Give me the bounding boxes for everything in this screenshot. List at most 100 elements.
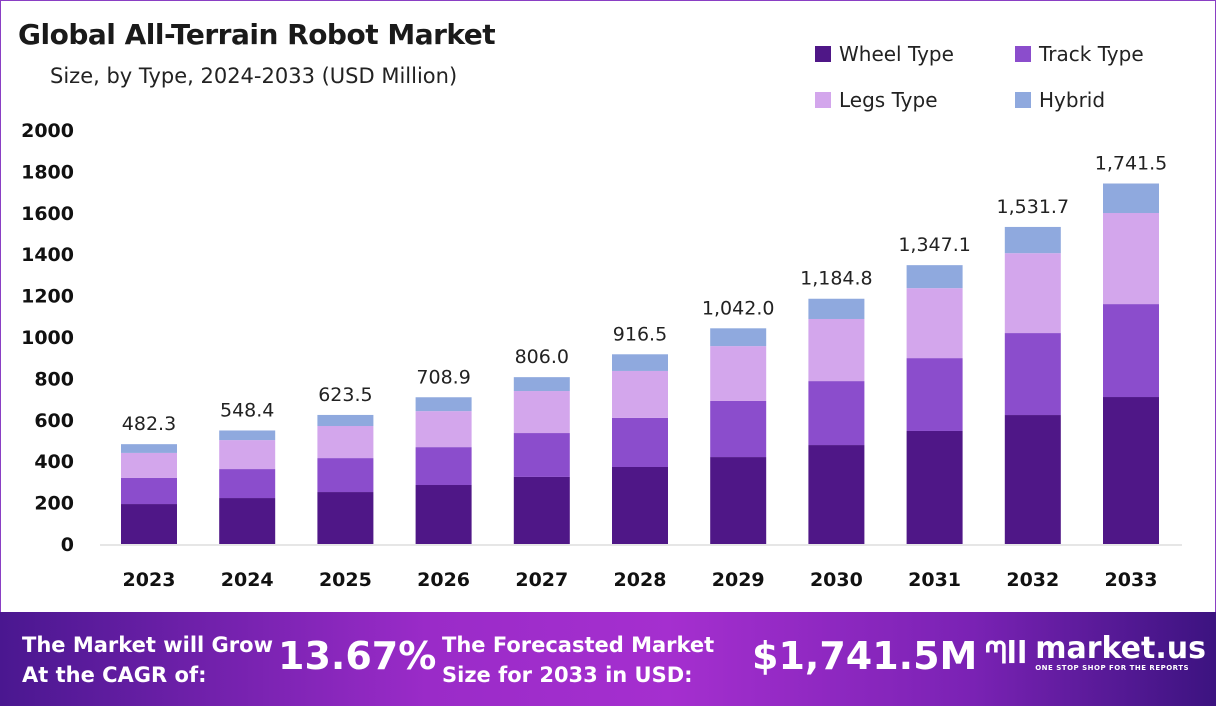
x-tick-label: 2032 [1006,569,1059,591]
legend-item-legs: Legs Type [815,88,1015,112]
bar-segment-legs-type [513,391,570,434]
x-tick-label: 2033 [1105,569,1158,591]
forecast-label-line: Size for 2033 in USD: [442,663,693,687]
market-us-logo: ᘉll market.us ONE STOP SHOP FOR THE REPOR… [985,631,1206,673]
bar-segment-hybrid [1103,183,1159,214]
y-tick-label: 2000 [21,120,74,142]
bar-segment-wheel-type [612,466,668,544]
legend-swatch [815,46,831,62]
x-tick-label: 2029 [712,569,765,591]
legend-item-wheel: Wheel Type [815,42,1015,66]
x-tick-label: 2027 [515,569,568,591]
chart-subtitle: Size, by Type, 2024-2033 (USD Million) [50,64,458,88]
bar-segment-legs-type [317,426,374,459]
bar-segment-track-type [219,469,276,499]
y-tick-label: 200 [34,493,74,515]
bar-segment-hybrid [906,265,963,289]
legend-swatch [1015,46,1031,62]
legend: Wheel Type Track Type Legs Type Hybrid [815,42,1215,112]
bar-segment-hybrid [121,444,177,453]
legend-label: Legs Type [839,88,938,112]
x-tick-label: 2028 [614,569,667,591]
bar-segment-wheel-type [1004,415,1061,544]
legend-item-track: Track Type [1015,42,1215,66]
legend-label: Track Type [1039,42,1144,66]
total-data-label: 806.0 [515,346,569,368]
y-tick-label: 1800 [21,161,74,183]
bar-segment-legs-type [415,411,472,448]
total-data-label: 1,042.0 [702,297,775,319]
y-tick-label: 1400 [21,244,74,266]
bar-segment-track-type [612,417,668,467]
bar-segment-wheel-type [415,485,472,544]
total-data-label: 916.5 [613,323,667,345]
x-tick-label: 2030 [810,569,863,591]
total-data-label: 1,531.7 [997,196,1070,218]
cagr-label-line: At the CAGR of: [22,663,207,687]
x-tick-label: 2024 [221,569,274,591]
bar-chart: 0 200 400 600 800 1000 1200 1400 1600 1800 2000 482… [21,120,1182,591]
forecast-label-line: The Forecasted Market [442,633,715,657]
bar-segment-wheel-type [710,457,767,544]
logo-tagline: ONE STOP SHOP FOR THE REPORTS [1035,664,1190,672]
bar-segment-track-type [906,358,963,431]
bar-segment-hybrid [513,377,570,392]
y-tick-label: 0 [61,534,74,556]
bar-segment-wheel-type [1103,397,1159,544]
bar-segment-track-type [513,433,570,477]
bar-segment-track-type [710,400,767,458]
bar-segment-track-type [415,447,472,486]
bar-segment-track-type [317,458,374,493]
bar-segment-legs-type [808,318,865,382]
bar-segment-legs-type [710,346,767,401]
total-data-label: 1,184.8 [800,268,873,290]
total-data-label: 708.9 [416,366,470,388]
bar-segment-hybrid [415,397,472,412]
bar-segment-legs-type [121,452,177,478]
y-tick-label: 1200 [21,286,74,308]
bar-segment-wheel-type [219,498,276,544]
bar-segment-track-type [1103,304,1159,398]
bar-segment-legs-type [1103,213,1159,305]
cagr-label-line: The Market will Grow [22,633,273,657]
bar-segment-legs-type [1004,253,1061,334]
total-data-label: 1,347.1 [898,234,971,256]
bar-segment-track-type [1004,333,1061,416]
x-tick-label: 2026 [417,569,470,591]
legend-swatch [1015,92,1031,108]
total-data-label: 482.3 [122,413,176,435]
y-tick-label: 400 [34,451,74,473]
bar-segment-legs-type [906,288,963,359]
bar-segment-track-type [121,477,177,505]
bar-segment-wheel-type [121,504,177,544]
cagr-value: 13.67% [278,634,437,678]
total-data-label: 623.5 [318,384,372,406]
bar-segment-hybrid [1004,226,1061,254]
bar-segment-hybrid [219,430,276,441]
cagr-label: The Market will Grow At the CAGR of: [22,630,273,690]
y-tick-label: 600 [34,410,74,432]
legend-label: Hybrid [1039,88,1106,112]
forecast-value: $1,741.5M [752,634,978,678]
bar-segment-wheel-type [808,445,865,544]
bar-segment-wheel-type [513,476,570,544]
bar-segment-legs-type [219,440,276,470]
legend-swatch [815,92,831,108]
x-tick-label: 2031 [908,569,961,591]
legend-item-hybrid: Hybrid [1015,88,1215,112]
bar-segment-wheel-type [317,492,374,544]
bar-segment-legs-type [612,370,668,418]
logo-name: market.us [1035,631,1206,666]
logo-icon: ᘉll [985,635,1028,671]
total-data-label: 1,741.5 [1095,153,1168,175]
y-tick-label: 1000 [21,327,74,349]
bar-segment-track-type [808,381,865,446]
bar-segment-wheel-type [906,430,963,544]
y-tick-label: 1600 [21,203,74,225]
total-data-label: 548.4 [220,399,274,421]
legend-label: Wheel Type [839,42,954,66]
y-tick-label: 800 [34,368,74,390]
bar-segment-hybrid [317,414,374,427]
forecast-label: The Forecasted Market Size for 2033 in US… [442,630,714,690]
x-tick-label: 2023 [123,569,176,591]
